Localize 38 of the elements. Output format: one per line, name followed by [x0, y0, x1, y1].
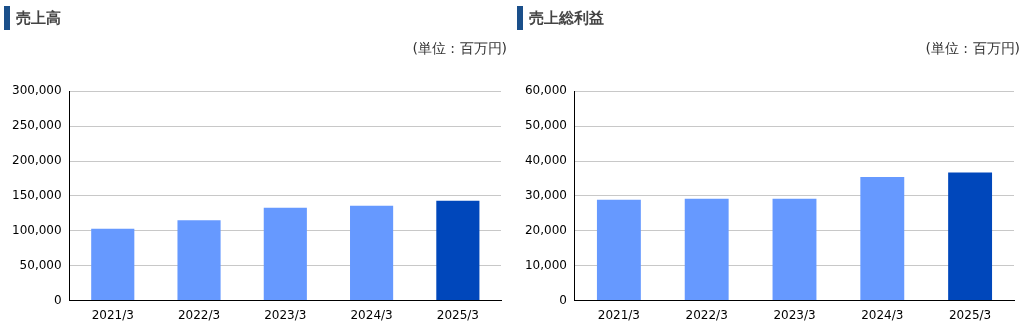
y-tick-label: 150,000 [12, 188, 62, 203]
y-tick-label: 300,000 [12, 83, 62, 98]
chart-title: 売上総利益 [529, 8, 604, 28]
y-tick-label: 200,000 [12, 153, 62, 168]
x-tick-label: 2024/3 [350, 307, 393, 322]
chart-title: 売上高 [16, 8, 61, 28]
x-tick-label: 2024/3 [861, 307, 904, 322]
y-tick-label: 50,000 [524, 118, 567, 133]
bar [177, 220, 221, 301]
bar [860, 177, 905, 301]
y-tick-label: 20,000 [524, 222, 567, 237]
y-tick-label: 100,000 [12, 222, 62, 237]
x-tick-label: 2022/3 [177, 307, 221, 322]
bar [772, 198, 817, 301]
x-tick-label: 2022/3 [685, 307, 728, 322]
y-tick-label: 60,000 [524, 83, 567, 98]
x-tick-label: 2021/3 [91, 307, 134, 322]
x-tick-label: 2023/3 [264, 307, 307, 322]
y-tick-label: 10,000 [524, 257, 567, 272]
bar [263, 207, 307, 301]
y-tick-label: 0 [559, 292, 567, 307]
bar [596, 199, 641, 301]
bar [91, 228, 135, 301]
bar [436, 200, 480, 301]
text: (単位 : 百万円) [411, 40, 508, 58]
x-tick-label: 2025/3 [436, 307, 479, 322]
y-tick-label: 0 [53, 292, 62, 307]
y-tick-label: 50,000 [19, 257, 62, 272]
y-tick-label: 250,000 [12, 118, 62, 133]
y-tick-label: 30,000 [524, 188, 567, 203]
bar [948, 172, 993, 301]
text: (単位 : 百万円) [924, 40, 1021, 58]
x-tick-label: 2021/3 [597, 307, 640, 322]
x-tick-label: 2025/3 [948, 307, 992, 322]
x-tick-label: 2023/3 [773, 307, 816, 322]
bar [350, 205, 394, 301]
bar [684, 198, 729, 301]
y-tick-label: 40,000 [524, 153, 567, 168]
